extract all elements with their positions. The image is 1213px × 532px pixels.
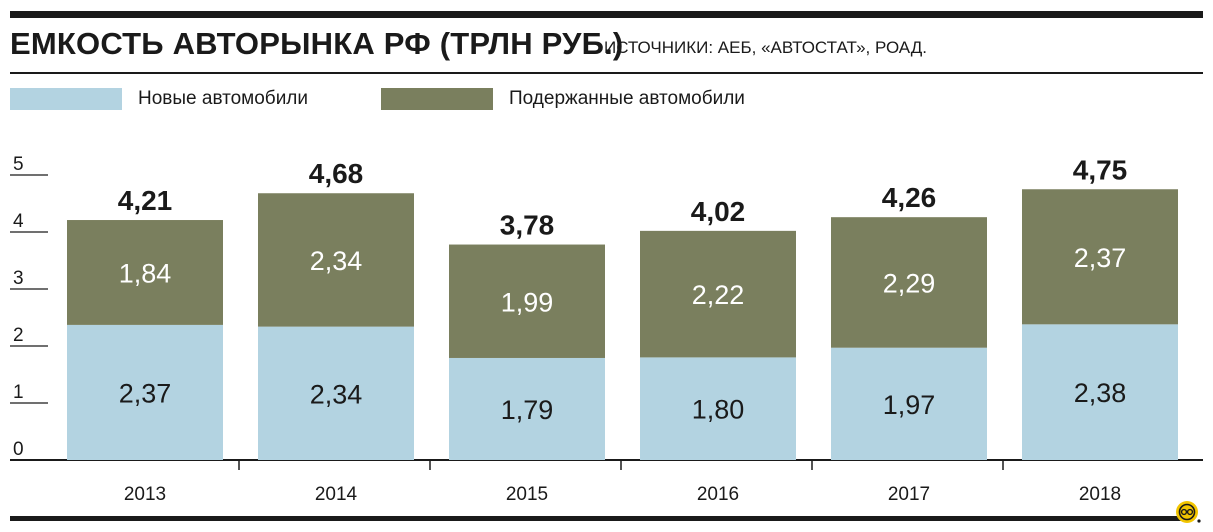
bar-used-2016 bbox=[640, 230, 796, 358]
bar-new-2014 bbox=[258, 326, 414, 460]
top-rule bbox=[10, 11, 1203, 18]
bar-new-2017 bbox=[831, 347, 987, 460]
chart-title: ЕМКОСТЬ АВТОРЫНКА РФ (ТРЛН РУБ.) bbox=[10, 26, 624, 61]
data-label-used-2013: 1,84 bbox=[119, 258, 172, 288]
bar-new-2018 bbox=[1022, 324, 1178, 460]
x-tick-label-2018: 2018 bbox=[1079, 484, 1121, 505]
legend-swatch-used bbox=[381, 88, 493, 110]
y-tick-label-4: 4 bbox=[13, 211, 24, 232]
x-tick-label-2017: 2017 bbox=[888, 484, 930, 505]
legend-item-new: Новые автомобили bbox=[10, 88, 308, 110]
y-tick-label-0: 0 bbox=[13, 439, 24, 460]
y-tick-label-5: 5 bbox=[13, 154, 24, 175]
data-label-new-2017: 1,97 bbox=[883, 390, 936, 420]
total-label-2013: 4,21 bbox=[118, 185, 173, 216]
bar-new-2013 bbox=[67, 324, 223, 460]
x-tick-label-2013: 2013 bbox=[124, 484, 166, 505]
data-label-used-2017: 2,29 bbox=[883, 268, 936, 298]
bar-new-2016 bbox=[640, 357, 796, 460]
total-label-2017: 4,26 bbox=[882, 182, 937, 213]
chart-source: ИСТОЧНИКИ: АЕБ, «АВТОСТАТ», РОАД. bbox=[604, 38, 927, 57]
header-rule bbox=[10, 72, 1203, 74]
y-tick-label-2: 2 bbox=[13, 325, 24, 346]
x-tick-label-2016: 2016 bbox=[697, 484, 739, 505]
bottom-rule bbox=[10, 516, 1188, 521]
data-label-new-2018: 2,38 bbox=[1074, 378, 1127, 408]
x-tick-label-2015: 2015 bbox=[506, 484, 548, 505]
bar-used-2015 bbox=[449, 244, 605, 358]
total-label-2018: 4,75 bbox=[1073, 154, 1128, 185]
bar-used-2018 bbox=[1022, 189, 1178, 325]
data-label-used-2014: 2,34 bbox=[310, 246, 363, 276]
x-tick-label-2014: 2014 bbox=[315, 484, 358, 505]
y-tick-label-1: 1 bbox=[13, 382, 24, 403]
publisher-logo-icon bbox=[1176, 501, 1201, 523]
y-tick-label-3: 3 bbox=[13, 268, 24, 289]
total-label-2016: 4,02 bbox=[691, 196, 746, 227]
legend-label-used: Подержанные автомобили bbox=[509, 88, 745, 109]
data-label-new-2013: 2,37 bbox=[119, 378, 172, 408]
data-label-used-2016: 2,22 bbox=[692, 280, 745, 310]
bar-new-2015 bbox=[449, 357, 605, 460]
data-label-used-2015: 1,99 bbox=[501, 287, 554, 317]
data-label-new-2014: 2,34 bbox=[310, 379, 363, 409]
bar-used-2017 bbox=[831, 217, 987, 348]
legend-item-used: Подержанные автомобили bbox=[381, 88, 745, 110]
data-label-new-2016: 1,80 bbox=[692, 395, 745, 425]
legend-label-new: Новые автомобили bbox=[138, 88, 309, 109]
data-label-new-2015: 1,79 bbox=[501, 395, 554, 425]
bar-used-2013 bbox=[67, 220, 223, 325]
legend-swatch-new bbox=[10, 88, 122, 110]
total-label-2014: 4,68 bbox=[309, 158, 364, 189]
data-label-used-2018: 2,37 bbox=[1074, 243, 1127, 273]
bar-used-2014 bbox=[258, 193, 414, 327]
total-label-2015: 3,78 bbox=[500, 210, 555, 241]
